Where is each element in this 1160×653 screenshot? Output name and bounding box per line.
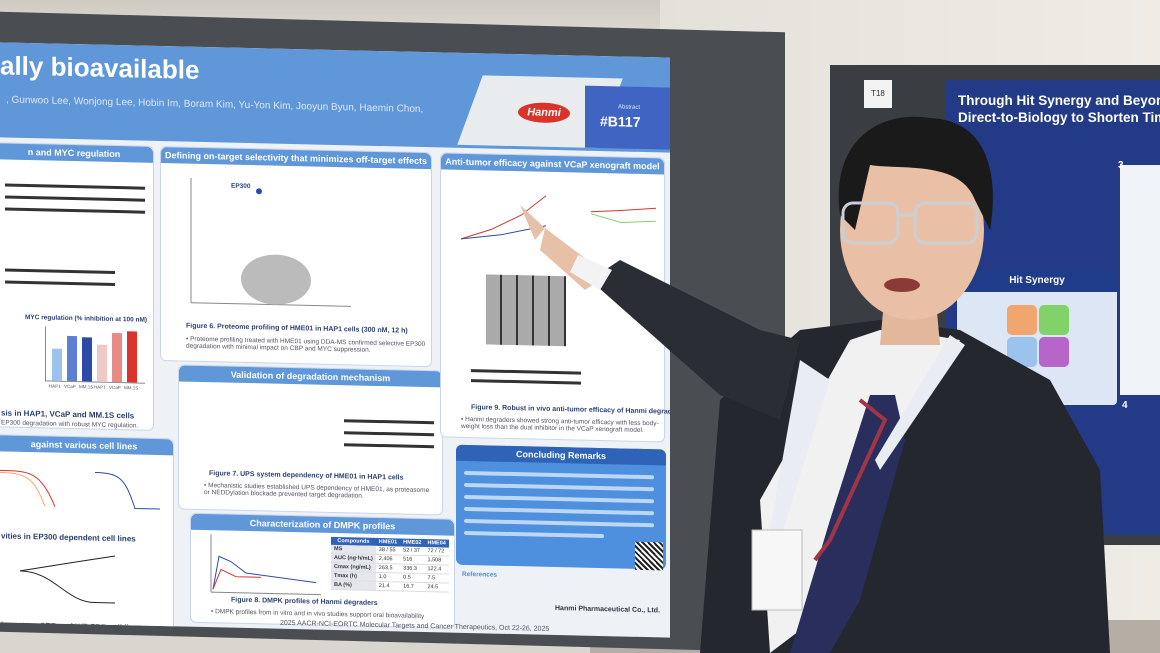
name-badge: [751, 529, 803, 611]
right-poster-panel: [1120, 165, 1160, 395]
panel-dmpk: Characterization of DMPK profiles Compou…: [190, 512, 455, 629]
puzzle-piece: [1007, 305, 1037, 335]
hair: [838, 116, 993, 230]
panel-selectivity: Defining on-target selectivity that mini…: [160, 146, 432, 368]
dose-response-curves: [0, 469, 160, 510]
lanyard: [770, 360, 830, 540]
panel-number: 3: [1118, 160, 1124, 171]
poster: ally bioavailable , Gunwoo Lee, Wonjong …: [0, 42, 670, 638]
panel-cell-lines: against various cell lines vities in EP3…: [0, 434, 174, 638]
dose-response-curves: [19, 555, 116, 604]
puzzle-piece: [1039, 305, 1069, 335]
puzzle-piece: [1039, 337, 1069, 367]
board-number-tag: T18: [864, 80, 892, 108]
title-line-2: Direct-to-Biology to Shorten Time to: [958, 110, 1160, 125]
glasses-icon: [841, 201, 979, 245]
panel-number: 4: [1122, 400, 1128, 411]
face: [840, 140, 984, 320]
right-poster-title: Through Hit Synergy and Beyond! Int Dire…: [958, 92, 1160, 126]
mouth: [884, 278, 920, 292]
hit-synergy-heading: Hit Synergy: [957, 270, 1117, 292]
title-line-1: Through Hit Synergy and Beyond! Int: [958, 93, 1160, 108]
pk-curve-chart: [210, 534, 321, 596]
volcano-plot: [190, 177, 351, 307]
